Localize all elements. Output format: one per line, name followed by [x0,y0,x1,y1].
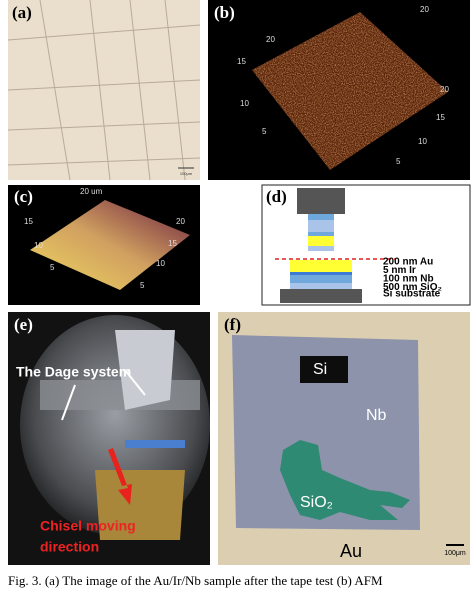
panel-label: (f) [224,315,241,334]
region-label: Nb [366,407,387,424]
layer-label: 5 nm Ir [383,265,416,276]
layer-nb [290,275,352,283]
axis-label: 15 [168,239,177,248]
afm-texture [252,12,448,170]
region-label: SiO₂ [300,494,333,511]
axis-label: 15 [24,217,33,226]
panel-b: (b) [208,0,470,180]
axis-label: 10 [34,241,43,250]
panel-label: (a) [12,3,32,22]
nb-region [232,335,420,530]
layer-label: 200 nm Au [383,257,433,268]
panel-e: (e) The Dage system Chisel moving direct… [8,312,210,565]
axis-label: 20 [176,217,185,226]
layer-label: 100 nm Nb [383,274,434,285]
region-label: Au [340,541,362,561]
sample [125,440,185,448]
layer-label: 500 nm SiO₂ [383,282,442,293]
axis-label: 5 [396,157,401,166]
holder [95,470,185,540]
axis-label: 15 [436,113,445,122]
panel-f: 100μm (f) Si Nb SiO₂ Au [218,312,470,565]
region-label: Si [313,361,327,378]
panel-c: (c) [8,185,200,305]
axis-label: 5 [50,263,55,272]
caption: Fig. 3. (a) The image of the Au/Ir/Nb sa… [8,573,383,588]
panel-label: (e) [14,315,33,334]
axis-label: 5 [140,281,145,290]
layer-au [290,260,352,272]
axis-label: 20 um [80,187,103,196]
layer [308,214,334,220]
layer [308,236,334,246]
pointer [124,369,146,396]
axis-label: 15 [237,57,246,66]
layer [308,220,334,232]
stage [40,380,200,410]
axis-label: 10 [156,259,165,268]
panel-label: (c) [14,187,33,206]
annotation: Chisel moving [40,518,136,534]
grid-cuts [7,0,201,181]
panel-label: (b) [214,3,235,22]
axis-label: 20 [266,35,275,44]
layer-ir [290,272,352,275]
axis-label: 20 [440,85,449,94]
sio2-region [280,440,410,520]
scale-text: 100μm [180,171,193,176]
substrate [280,289,362,303]
panel-a: 100μm (a) [7,0,201,181]
annotation: direction [40,539,99,555]
substrate-label: Si substrate [383,289,441,300]
axis-label: 5 [262,127,267,136]
panel-label: (d) [266,187,287,206]
pointer [61,384,76,421]
chisel [297,188,345,214]
scale-text: 100μm [444,550,466,557]
afm-surface [30,200,190,290]
annotation: The Dage system [16,364,131,380]
arrow [108,448,132,505]
axis-label: 20 [420,5,429,14]
layer [308,232,334,236]
axis-label: 10 [418,137,427,146]
layer-sio2 [290,283,352,289]
layer [308,246,334,251]
si-region [300,356,348,383]
dage-head [115,330,175,410]
axis-label: 10 [240,99,249,108]
